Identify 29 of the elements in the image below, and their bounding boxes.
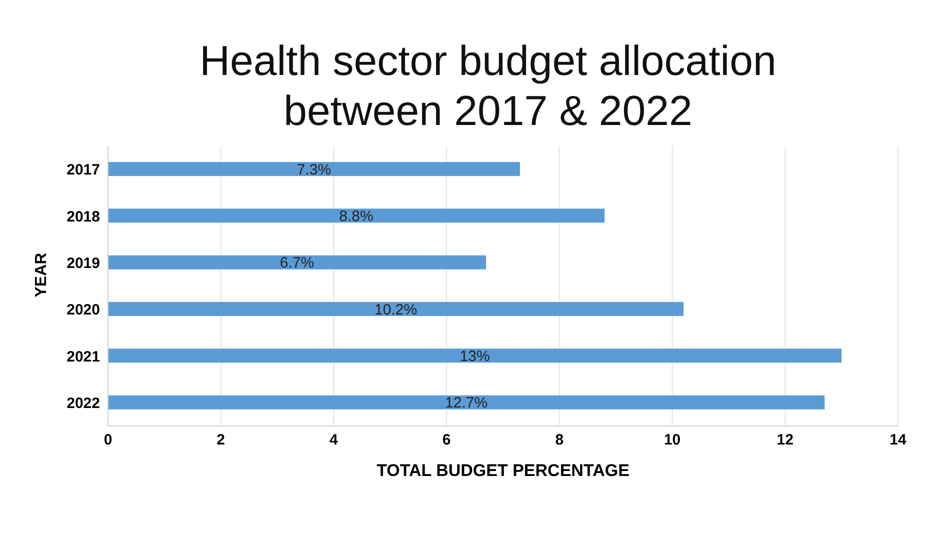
- x-tick-label: 2: [216, 432, 226, 449]
- data-label: 6.7%: [280, 254, 314, 272]
- data-label: 8.8%: [339, 208, 374, 225]
- data-label: 12.7%: [445, 394, 488, 412]
- y-axis-title: YEAR: [33, 252, 51, 300]
- y-tick-label: 2020: [66, 302, 100, 319]
- data-label: 10.2%: [374, 301, 418, 318]
- bar: [108, 208, 605, 223]
- x-tick-label: 0: [104, 432, 112, 449]
- x-tick-label: 8: [555, 432, 564, 449]
- y-tick-label: 2021: [66, 348, 100, 366]
- x-axis-title: TOTAL BUDGET PERCENTAGE: [376, 461, 630, 480]
- x-tick-label: 12: [776, 432, 794, 449]
- bar: [108, 395, 825, 410]
- bar: [108, 162, 520, 176]
- chart-title: Health sector budget allocation between 2017 & 2022: [198, 36, 778, 136]
- bar: [108, 302, 684, 316]
- bar: [108, 255, 486, 270]
- bar: [108, 348, 842, 363]
- data-label: 7.3%: [296, 161, 332, 178]
- y-tick-label: 2018: [66, 208, 100, 226]
- data-label: 13%: [460, 348, 490, 365]
- y-tick-label: 2017: [66, 162, 100, 179]
- y-tick-label: 2019: [66, 254, 100, 272]
- x-tick-label: 14: [890, 432, 907, 449]
- y-tick-label: 2022: [66, 394, 100, 412]
- x-tick-label: 6: [442, 432, 451, 449]
- x-tick-label: 10: [664, 432, 681, 449]
- x-tick-label: 4: [330, 432, 339, 449]
